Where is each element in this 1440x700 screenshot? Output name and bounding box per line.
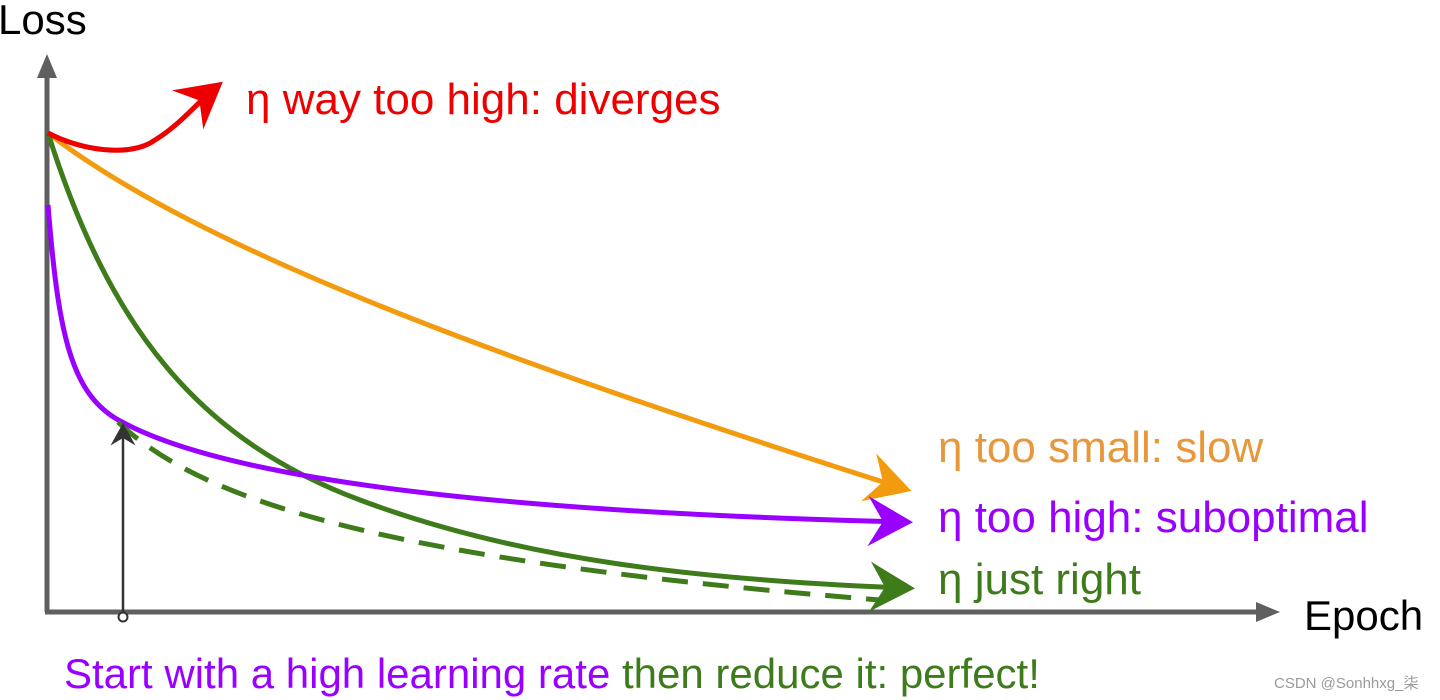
label-too-high: η too high: suboptimal bbox=[938, 493, 1369, 542]
curve-too-high bbox=[45, 204, 913, 547]
watermark: CSDN @Sonhhxg_柒 bbox=[1274, 675, 1418, 692]
caption: Start with a high learning rate then red… bbox=[64, 650, 1040, 697]
curve-way-too-high bbox=[46, 81, 223, 153]
caption-part-reduce: then reduce it: perfect! bbox=[610, 650, 1040, 697]
axes: Loss Epoch bbox=[0, 0, 1423, 639]
curve-too-small bbox=[46, 131, 912, 502]
lr-switch-marker bbox=[110, 423, 136, 623]
label-too-small: η too small: slow bbox=[938, 423, 1263, 472]
caption-part-high-lr: Start with a high learning rate bbox=[64, 650, 610, 697]
label-way-too-high: η way too high: diverges bbox=[246, 75, 721, 124]
curve-just-right bbox=[45, 132, 915, 612]
switch-marker-dot bbox=[117, 611, 129, 623]
x-axis-label: Epoch bbox=[1304, 592, 1423, 639]
x-axis-arrowhead bbox=[1256, 602, 1280, 622]
label-just-right: η just right bbox=[938, 555, 1141, 604]
y-axis-arrowhead bbox=[37, 54, 57, 78]
y-axis-label: Loss bbox=[0, 0, 87, 43]
curve-schedule-dashed bbox=[116, 420, 881, 603]
